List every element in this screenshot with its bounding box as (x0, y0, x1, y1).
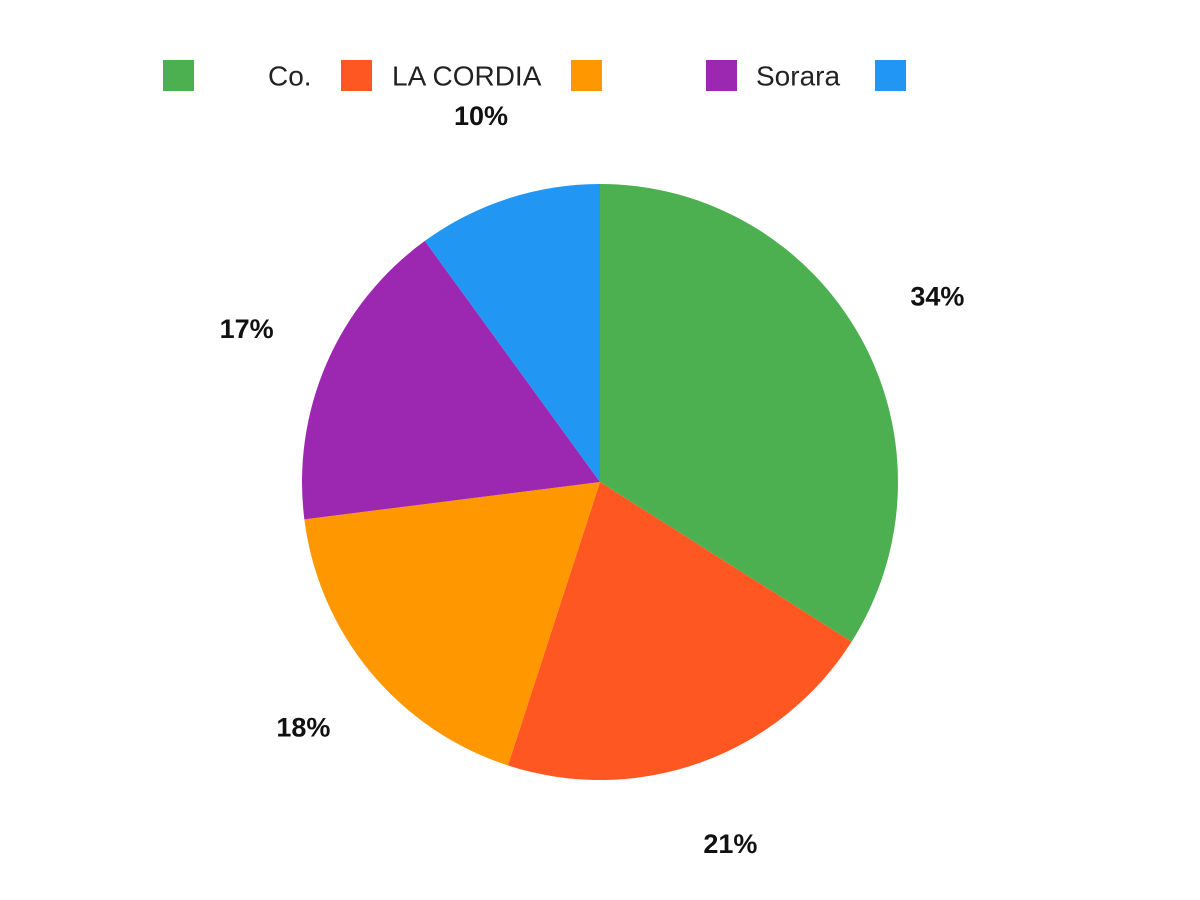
legend-label-2: LA CORDIA (392, 61, 542, 92)
pie-slices (302, 184, 898, 780)
slice-label-2: 21% (703, 829, 757, 859)
legend-swatch-1 (163, 60, 194, 91)
pie-slice-3 (304, 482, 600, 766)
legend-swatch-3 (571, 60, 602, 91)
pie-slice-2 (507, 482, 852, 780)
slice-label-5: 10% (454, 101, 508, 131)
legend-swatch-5 (875, 60, 906, 91)
legend-label-1: Co. (268, 61, 312, 92)
pie-slice-5 (424, 184, 600, 482)
chart-legend: Co. LA CORDIA Sorara (163, 60, 906, 92)
pie-slice-1 (600, 184, 898, 642)
legend-label-4: Sorara (756, 61, 840, 92)
slice-label-1: 34% (910, 282, 964, 312)
slice-label-4: 17% (220, 314, 274, 344)
pie-slice-4 (302, 240, 600, 520)
slice-label-3: 18% (276, 712, 330, 742)
legend-swatch-4 (706, 60, 737, 91)
legend-swatch-2 (341, 60, 372, 91)
pie-slice-labels: 34% 21% 18% 17% 10% (220, 101, 965, 859)
